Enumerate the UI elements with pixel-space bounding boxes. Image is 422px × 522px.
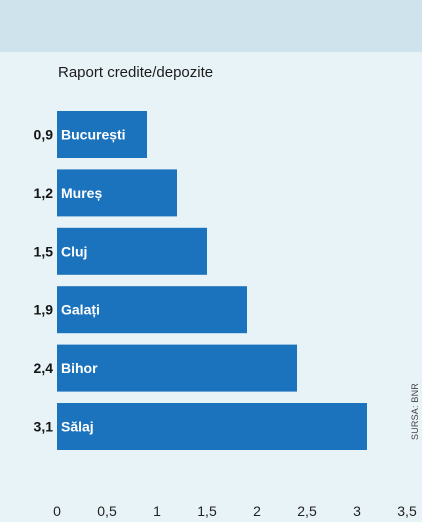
bar-3 bbox=[57, 227, 207, 275]
bar-1 bbox=[57, 111, 147, 158]
category-label-2: Mureș bbox=[61, 185, 102, 201]
category-label-6: Sălaj bbox=[61, 419, 94, 435]
bar-2 bbox=[57, 169, 177, 217]
value-label-6: 3,1 bbox=[34, 419, 54, 435]
value-label-2: 1,2 bbox=[34, 185, 54, 201]
source-note: SURSA: BNR bbox=[410, 382, 420, 440]
value-label-1: 0,9 bbox=[34, 127, 54, 143]
bar-4 bbox=[57, 286, 247, 334]
bar-5 bbox=[57, 344, 297, 392]
category-label-1: București bbox=[61, 127, 126, 143]
x-tick-label-7: 3 bbox=[353, 503, 361, 519]
x-tick-label-8: 3,5 bbox=[397, 503, 417, 519]
x-tick-label-2: 0,5 bbox=[97, 503, 117, 519]
value-label-3: 1,5 bbox=[34, 243, 54, 259]
x-tick-label-1: 0 bbox=[53, 503, 61, 519]
category-label-3: Cluj bbox=[61, 243, 87, 259]
chart-title: Raport credite/depozite bbox=[58, 64, 214, 81]
category-label-4: Galați bbox=[61, 302, 100, 318]
x-tick-label-6: 2,5 bbox=[297, 503, 317, 519]
value-label-4: 1,9 bbox=[34, 302, 54, 318]
bar-6 bbox=[57, 403, 367, 450]
header-band bbox=[0, 0, 422, 52]
x-tick-label-5: 2 bbox=[253, 503, 261, 519]
x-tick-label-4: 1,5 bbox=[197, 503, 217, 519]
category-label-5: Bihor bbox=[61, 360, 98, 376]
x-tick-label-3: 1 bbox=[153, 503, 161, 519]
value-label-5: 2,4 bbox=[34, 360, 54, 376]
